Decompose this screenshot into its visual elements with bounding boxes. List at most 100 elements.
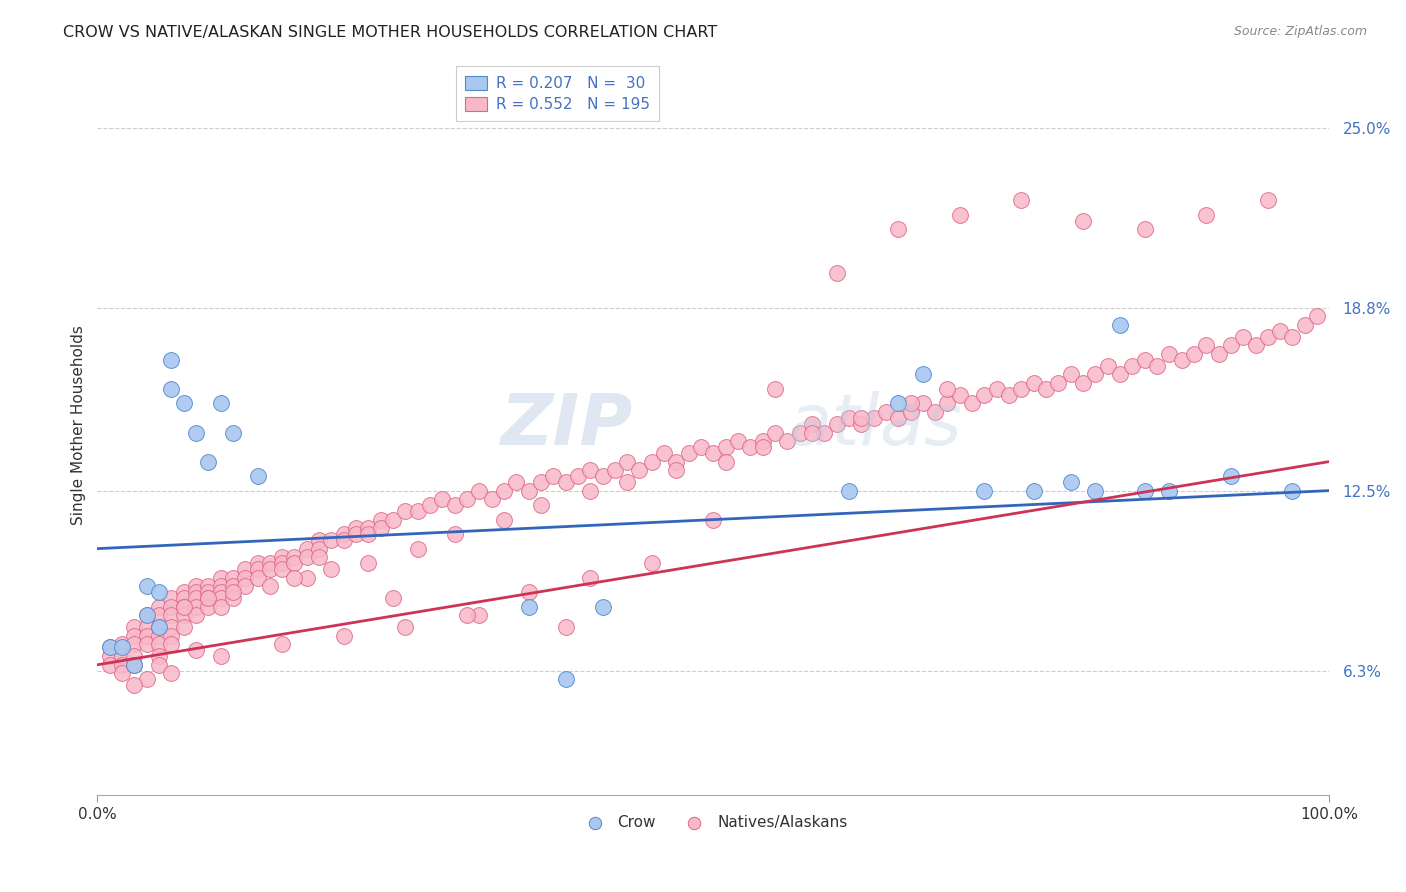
Point — [998, 388, 1021, 402]
Point — [173, 599, 195, 614]
Point — [1294, 318, 1316, 332]
Point — [271, 556, 294, 570]
Point — [665, 454, 688, 468]
Point — [1133, 353, 1156, 368]
Point — [135, 673, 157, 687]
Point — [641, 556, 664, 570]
Point — [209, 396, 232, 410]
Point — [432, 492, 454, 507]
Point — [333, 533, 356, 547]
Point — [246, 469, 269, 483]
Point — [1170, 353, 1192, 368]
Point — [641, 454, 664, 468]
Point — [333, 527, 356, 541]
Point — [295, 550, 318, 565]
Legend: Crow, Natives/Alaskans: Crow, Natives/Alaskans — [574, 809, 853, 836]
Point — [111, 657, 134, 672]
Point — [148, 657, 170, 672]
Point — [1219, 469, 1241, 483]
Point — [517, 483, 540, 498]
Point — [184, 585, 207, 599]
Point — [357, 527, 380, 541]
Point — [222, 591, 245, 605]
Point — [763, 382, 786, 396]
Point — [1071, 376, 1094, 391]
Point — [135, 637, 157, 651]
Point — [740, 440, 762, 454]
Point — [862, 411, 884, 425]
Point — [173, 620, 195, 634]
Point — [949, 208, 972, 222]
Point — [124, 648, 146, 663]
Point — [173, 585, 195, 599]
Point — [579, 571, 602, 585]
Point — [973, 388, 995, 402]
Point — [851, 411, 873, 425]
Point — [936, 382, 959, 396]
Point — [1268, 324, 1291, 338]
Point — [924, 405, 946, 419]
Point — [321, 562, 343, 576]
Point — [283, 571, 305, 585]
Point — [382, 591, 405, 605]
Point — [616, 475, 638, 489]
Point — [1257, 194, 1279, 208]
Point — [173, 599, 195, 614]
Point — [1306, 310, 1329, 324]
Point — [481, 492, 503, 507]
Point — [233, 579, 256, 593]
Point — [960, 396, 983, 410]
Point — [259, 562, 281, 576]
Point — [246, 571, 269, 585]
Point — [197, 579, 219, 593]
Point — [406, 541, 429, 556]
Point — [1182, 347, 1205, 361]
Point — [98, 657, 121, 672]
Point — [295, 571, 318, 585]
Point — [357, 556, 380, 570]
Point — [148, 637, 170, 651]
Point — [1208, 347, 1230, 361]
Point — [1195, 338, 1218, 352]
Point — [160, 608, 183, 623]
Point — [789, 425, 811, 440]
Point — [271, 550, 294, 565]
Point — [308, 550, 330, 565]
Point — [344, 521, 367, 535]
Point — [184, 425, 207, 440]
Point — [184, 591, 207, 605]
Point — [124, 657, 146, 672]
Point — [271, 637, 294, 651]
Point — [468, 608, 491, 623]
Point — [973, 483, 995, 498]
Point — [443, 527, 465, 541]
Point — [1146, 359, 1168, 373]
Point — [665, 463, 688, 477]
Point — [209, 599, 232, 614]
Point — [173, 396, 195, 410]
Point — [160, 353, 183, 368]
Point — [911, 396, 934, 410]
Point — [135, 608, 157, 623]
Point — [887, 396, 910, 410]
Point — [197, 454, 219, 468]
Point — [222, 425, 245, 440]
Point — [579, 463, 602, 477]
Point — [800, 417, 823, 431]
Point — [751, 440, 773, 454]
Point — [678, 446, 700, 460]
Point — [517, 599, 540, 614]
Point — [1133, 222, 1156, 236]
Point — [592, 469, 614, 483]
Point — [1109, 318, 1132, 332]
Point — [456, 608, 478, 623]
Point — [505, 475, 527, 489]
Point — [197, 599, 219, 614]
Point — [98, 640, 121, 655]
Point — [283, 550, 305, 565]
Point — [813, 425, 835, 440]
Point — [148, 620, 170, 634]
Point — [702, 446, 724, 460]
Point — [209, 648, 232, 663]
Point — [160, 620, 183, 634]
